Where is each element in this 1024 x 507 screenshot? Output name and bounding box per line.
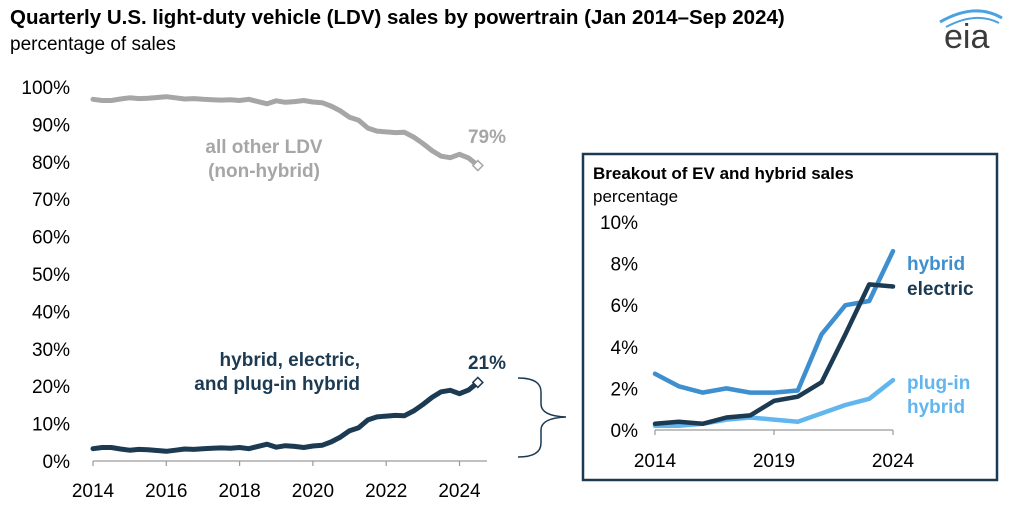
y-tick-label: 10% bbox=[32, 415, 70, 436]
y-tick-label: 90% bbox=[32, 115, 70, 136]
series-line-ev-total bbox=[90, 380, 481, 454]
inset-x-axis: 2014 2019 2024 bbox=[634, 429, 915, 472]
y-tick-label: 50% bbox=[32, 265, 70, 286]
inset-series-line-hybrid bbox=[652, 248, 896, 395]
inset-x-tick-label: 2024 bbox=[872, 451, 915, 472]
logo-swoosh-icon bbox=[939, 9, 1003, 24]
inset-title: Breakout of EV and hybrid sales bbox=[593, 164, 854, 183]
y-tick-label: 80% bbox=[32, 153, 70, 174]
end-point-marker bbox=[471, 376, 484, 389]
main-x-axis: 2014 2016 2018 2020 2022 2024 bbox=[72, 460, 487, 502]
chart-subtitle: percentage of sales bbox=[10, 34, 176, 55]
end-label-ev-total: 21% bbox=[468, 353, 506, 374]
y-tick-label: 20% bbox=[32, 377, 70, 398]
y-tick-label: 70% bbox=[32, 190, 70, 211]
x-tick-label: 2014 bbox=[72, 481, 115, 502]
series-label-other: all other LDV bbox=[205, 137, 323, 158]
inset-y-tick-label: 10% bbox=[600, 213, 638, 234]
x-tick-label: 2016 bbox=[145, 481, 187, 502]
inset-series-label-plugin: plug-in bbox=[907, 373, 970, 394]
x-tick-label: 2024 bbox=[438, 481, 481, 502]
y-tick-label: 60% bbox=[32, 228, 70, 249]
inset-y-tick-label: 6% bbox=[611, 296, 639, 317]
chart-title: Quarterly U.S. light-duty vehicle (LDV) … bbox=[10, 6, 785, 29]
series-label-other: (non-hybrid) bbox=[208, 161, 320, 182]
inset-series-label-electric: electric bbox=[907, 279, 974, 300]
inset-ylabel: percentage bbox=[593, 187, 678, 206]
inset-series-line-electric bbox=[652, 282, 896, 427]
inset-panel: Breakout of EV and hybrid sales percenta… bbox=[581, 152, 999, 482]
inset-y-tick-label: 4% bbox=[611, 338, 639, 359]
main-y-axis: 0% 10% 20% 30% 40% 50% 60% 70% 80% 90% 100% bbox=[21, 78, 70, 473]
logo-text: eia bbox=[944, 18, 989, 56]
inset-x-tick-label: 2014 bbox=[634, 451, 677, 472]
main-series: 79% 21% all other LDV (non-hybrid) hybrid, e… bbox=[90, 94, 506, 454]
y-tick-label: 100% bbox=[21, 78, 70, 99]
bracket-connector bbox=[517, 377, 567, 458]
inset-y-tick-label: 8% bbox=[611, 255, 639, 276]
y-tick-label: 0% bbox=[43, 452, 71, 473]
inset-series-label-plugin: hybrid bbox=[907, 397, 965, 418]
inset-y-tick-label: 0% bbox=[611, 421, 639, 442]
inset-series-label-hybrid: hybrid bbox=[907, 254, 965, 275]
y-tick-label: 40% bbox=[32, 302, 70, 323]
series-label-ev-total: and plug-in hybrid bbox=[194, 374, 360, 395]
series-line-other bbox=[90, 94, 481, 168]
x-tick-label: 2018 bbox=[218, 481, 260, 502]
inset-y-axis: 0% 2% 4% 6% 8% 10% bbox=[600, 213, 638, 442]
inset-y-tick-label: 2% bbox=[611, 379, 639, 400]
inset-x-tick-label: 2019 bbox=[753, 451, 795, 472]
x-tick-label: 2020 bbox=[292, 481, 334, 502]
inset-border bbox=[581, 152, 999, 482]
inset-series: hybrid electric plug-in hybrid bbox=[652, 248, 974, 429]
end-label-other: 79% bbox=[468, 127, 506, 148]
y-tick-label: 30% bbox=[32, 340, 70, 361]
x-tick-label: 2022 bbox=[365, 481, 407, 502]
logo-swoosh-icon bbox=[945, 16, 1000, 28]
end-point-marker bbox=[471, 159, 484, 172]
series-label-ev-total: hybrid, electric, bbox=[220, 350, 360, 371]
eia-logo: eia bbox=[939, 9, 1003, 56]
